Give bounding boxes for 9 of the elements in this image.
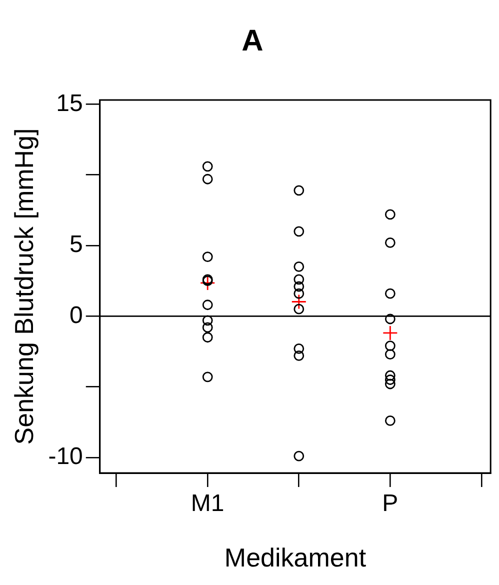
y-tick-label: 0 [70,302,83,329]
y-tick-label: 5 [70,231,83,258]
y-tick-label: 15 [56,90,83,117]
y-tick-label: -10 [48,443,83,470]
y-axis-title: Senkung Blutdruck [mmHg] [8,128,39,445]
x-tick-label: M1 [190,490,224,518]
x-axis-title: Medikament [224,542,367,573]
chart-title: A [242,24,264,58]
x-tick-label: P [382,490,398,518]
